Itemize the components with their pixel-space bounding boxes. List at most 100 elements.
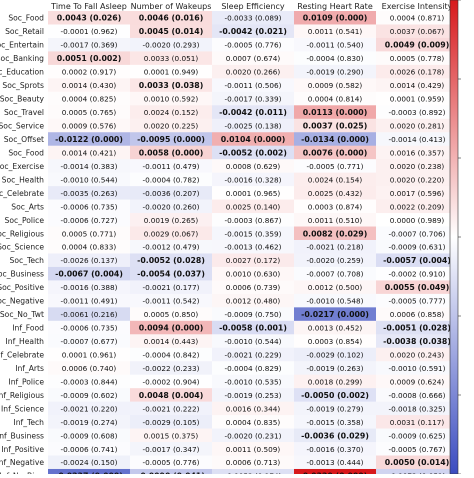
heatmap-cell	[294, 361, 376, 375]
cell-value-label: 0.0012 (0.480)	[226, 297, 281, 306]
heatmap-cell	[48, 37, 130, 52]
cell-value-label: -0.0004 (0.842)	[142, 350, 199, 359]
heatmap-cell	[48, 307, 130, 322]
cell-value-label: -0.0003 (0.844)	[60, 377, 117, 386]
heatmap-cell	[48, 186, 130, 200]
cell-value-label: 0.0006 (0.739)	[226, 283, 281, 292]
heatmap-cell	[376, 428, 458, 443]
column-label: Exercise Intensity	[382, 2, 453, 11]
row-label: Soc_Exercise	[0, 162, 44, 171]
heatmap-cell	[212, 280, 294, 295]
heatmap-cell	[294, 11, 376, 25]
heatmap-cell	[212, 213, 294, 227]
cell-value-label: -0.0036 (0.207)	[142, 189, 199, 198]
heatmap-cell	[130, 78, 212, 93]
cell-value-label: -0.0009 (0.750)	[224, 310, 281, 319]
heatmap-cell	[48, 374, 130, 389]
cell-value-label: -0.0026 (0.137)	[60, 256, 117, 265]
cell-value-label: -0.0035 (0.263)	[60, 189, 117, 198]
heatmap-cell	[48, 226, 130, 241]
cell-value-label: -0.0016 (0.388)	[60, 283, 117, 292]
row-label: Soc_Education	[0, 68, 44, 77]
cell-value-label: -0.0018 (0.325)	[388, 404, 445, 413]
cell-value-label: -0.0019 (0.274)	[60, 418, 117, 427]
heatmap-cell	[212, 159, 294, 173]
heatmap-cell	[294, 145, 376, 160]
heatmap-cell	[130, 468, 212, 478]
cell-value-label: 0.0109 (0.000)	[303, 14, 368, 23]
heatmap-cell	[376, 199, 458, 214]
heatmap-cell	[48, 347, 130, 362]
heatmap-cell	[48, 415, 130, 429]
heatmap-cell	[376, 361, 458, 375]
heatmap-cell	[130, 37, 212, 52]
cell-value-label: 0.0037 (0.025)	[303, 121, 368, 130]
cell-value-label: 0.0004 (0.833)	[62, 243, 117, 252]
row-label: Inf_Science	[1, 404, 44, 413]
cell-value-label: 0.0009 (0.624)	[390, 377, 445, 386]
cell-value-label: -0.0019 (0.263)	[306, 364, 363, 373]
cell-value-label: -0.0021 (0.222)	[142, 404, 199, 413]
cell-value-label: 0.0050 (0.014)	[385, 458, 450, 467]
heatmap-cell	[294, 172, 376, 187]
heatmap-cell	[212, 361, 294, 375]
cell-value-label: -0.0067 (0.004)	[55, 270, 123, 279]
heatmap-cell	[294, 280, 376, 295]
heatmap-cell	[212, 118, 294, 133]
heatmap-cell	[376, 442, 458, 456]
cell-value-label: 0.0020 (0.281)	[390, 121, 445, 130]
cell-value-label: 0.0006 (0.740)	[62, 364, 117, 373]
heatmap-cell	[376, 293, 458, 308]
heatmap-cell	[376, 24, 458, 39]
heatmap-cell	[376, 186, 458, 200]
cell-value-label: 0.0029 (0.067)	[144, 229, 199, 238]
cell-value-label: -0.0042 (0.011)	[219, 108, 287, 117]
heatmap-cell	[130, 145, 212, 160]
heatmap-cell	[376, 468, 458, 478]
cell-value-label: 0.0006 (0.713)	[226, 458, 281, 467]
heatmap-cell	[294, 428, 376, 443]
row-label: Soc_Service	[0, 121, 44, 130]
cell-value-label: -0.0011 (0.491)	[60, 297, 117, 306]
heatmap-cell	[376, 64, 458, 79]
cell-value-label: -0.0122 (0.000)	[55, 135, 123, 144]
heatmap-cell	[48, 442, 130, 456]
cell-value-label: 0.0016 (0.357)	[390, 148, 445, 157]
heatmap-cell	[130, 159, 212, 173]
cell-value-label: 0.0001 (0.949)	[144, 68, 199, 77]
heatmap-cell	[130, 132, 212, 146]
cell-value-label: 0.0019 (0.265)	[144, 216, 199, 225]
column-label: Time To Fall Asleep	[50, 2, 127, 11]
cell-value-label: -0.0051 (0.028)	[383, 324, 451, 333]
cell-value-label: 0.0011 (0.541)	[308, 27, 363, 36]
heatmap-cell	[212, 374, 294, 389]
heatmap-cells	[48, 11, 458, 478]
heatmap-cell	[48, 280, 130, 295]
cell-value-label: -0.0011 (0.479)	[142, 162, 199, 171]
row-label: Soc_Travel	[4, 108, 44, 117]
cell-value-label: -0.0009 (0.608)	[60, 431, 117, 440]
cell-value-label: -0.0007 (0.708)	[306, 270, 363, 279]
heatmap-cell	[212, 266, 294, 281]
cell-value-label: -0.0006 (0.735)	[60, 324, 117, 333]
heatmap-cell	[130, 280, 212, 295]
heatmap-cell	[130, 415, 212, 429]
cell-value-label: -0.0017 (0.369)	[60, 41, 117, 50]
heatmap-cell	[212, 105, 294, 120]
heatmap-cell	[212, 11, 294, 25]
heatmap-cell	[48, 105, 130, 120]
cell-value-label: -0.0010 (0.544)	[60, 175, 117, 184]
heatmap-cell	[212, 334, 294, 349]
heatmap-cell	[294, 64, 376, 79]
heatmap-cell	[376, 91, 458, 106]
cell-value-label: -0.0012 (0.479)	[142, 243, 199, 252]
heatmap-cell	[376, 347, 458, 362]
heatmap-cell	[376, 37, 458, 52]
heatmap-cell	[294, 118, 376, 133]
heatmap-cell	[48, 428, 130, 443]
cell-value-label: -0.0013 (0.444)	[306, 458, 363, 467]
heatmap-cell	[48, 172, 130, 187]
heatmap-cell	[212, 253, 294, 268]
cell-value-label: -0.0007 (0.706)	[388, 229, 445, 238]
row-label: Soc_Food	[8, 14, 44, 23]
